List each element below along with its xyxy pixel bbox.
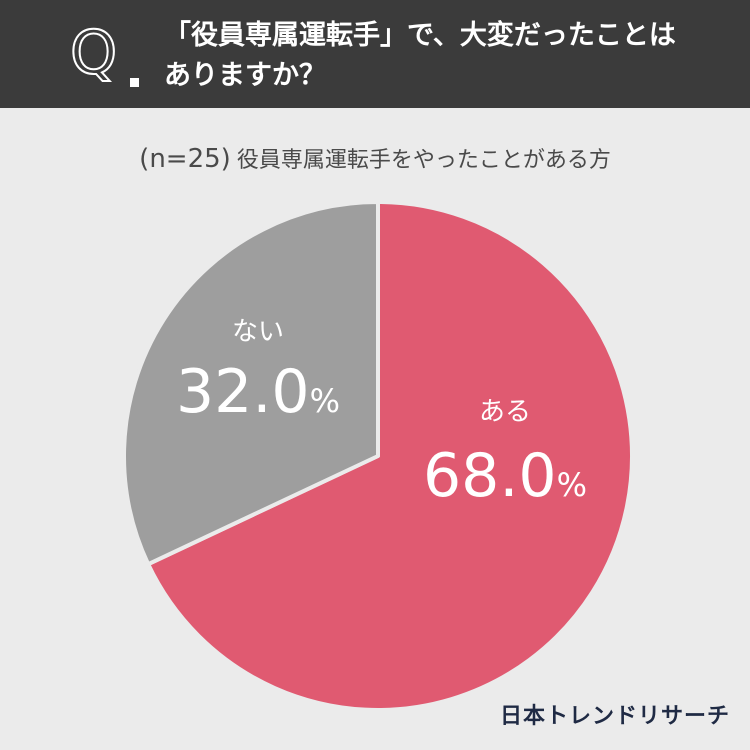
slice-value-number-yes: 68.0: [423, 441, 557, 511]
pie-slice-yes: [146, 200, 634, 712]
slice-value-yes: 68.0%: [423, 441, 587, 511]
pie-slice-no: [122, 200, 380, 567]
slice-value-number-no: 32.0: [176, 357, 310, 427]
sample-size: (n=25): [139, 144, 231, 174]
question-line-2: ありますか？: [164, 60, 326, 91]
slice-label-no: ない: [232, 317, 284, 347]
chart-subtitle: (n=25) 役員専属運転手をやったことがある方: [0, 142, 750, 178]
question-line-1: 「役員専属運転手」で、大変だったことは: [164, 20, 676, 51]
slice-value-unit-yes: %: [557, 466, 587, 504]
respondent-description: 役員専属運転手をやったことがある方: [236, 148, 611, 173]
slice-value-unit-no: %: [310, 382, 340, 420]
brand-logo: 日本トレンドリサーチ: [499, 704, 730, 729]
question-header: Q 「役員専属運転手」で、大変だったことは ありますか？: [0, 0, 750, 108]
slice-value-no: 32.0%: [176, 357, 340, 427]
q-dot-icon: [130, 78, 139, 87]
q-mark-icon: Q: [69, 17, 118, 89]
slice-label-yes: ある: [479, 397, 531, 427]
